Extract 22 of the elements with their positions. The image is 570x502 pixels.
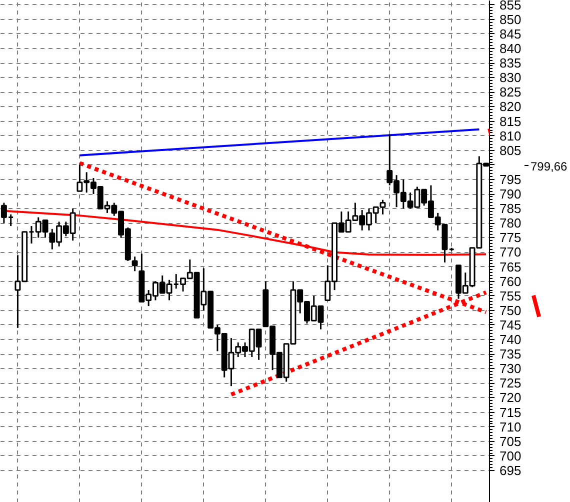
y-tick-label: 830 bbox=[500, 70, 522, 86]
y-tick-label: 725 bbox=[500, 376, 522, 391]
y-tick-label: 700 bbox=[500, 448, 522, 464]
y-tick-label: 820 bbox=[500, 99, 522, 114]
y-tick-label: 730 bbox=[500, 361, 522, 376]
y-tick-label: 850 bbox=[500, 12, 522, 27]
text: 799,66 bbox=[530, 159, 568, 174]
candlestick bbox=[132, 256, 138, 272]
y-tick-label: 835 bbox=[500, 56, 522, 71]
y-tick-label: 745 bbox=[500, 317, 522, 332]
y-tick-label: 695 bbox=[500, 462, 522, 478]
y-tick-label: 855 bbox=[500, 0, 522, 12]
y-tick-label: 845 bbox=[500, 26, 522, 42]
y-tick-label: 840 bbox=[500, 41, 522, 56]
y-tick-label: 740 bbox=[500, 332, 522, 348]
y-tick-label: 710 bbox=[500, 419, 522, 434]
y-tick-label: 715 bbox=[500, 404, 522, 420]
y-tick-label: 705 bbox=[500, 434, 522, 449]
y-tick-label: 720 bbox=[500, 390, 522, 406]
y-tick-label: 825 bbox=[500, 84, 522, 100]
y-tick-label: 735 bbox=[500, 346, 522, 362]
y-tick-label: 815 bbox=[500, 114, 522, 129]
